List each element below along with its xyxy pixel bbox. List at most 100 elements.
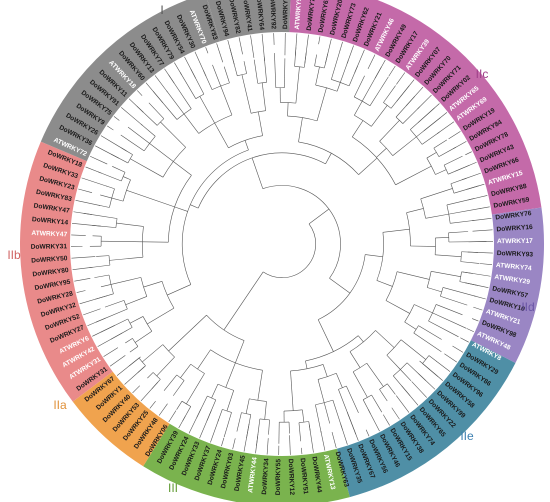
branch	[94, 274, 110, 278]
branch	[142, 344, 163, 363]
branch	[225, 362, 236, 388]
branch	[294, 66, 305, 68]
branch	[104, 300, 125, 308]
branch	[376, 148, 387, 158]
branch	[353, 75, 365, 98]
branch	[471, 217, 492, 221]
branch	[168, 410, 177, 423]
leaf-label: ATWRKY47	[31, 230, 67, 239]
branch	[287, 102, 289, 117]
branch	[156, 356, 175, 377]
branch	[404, 321, 417, 330]
branch	[340, 59, 349, 83]
branch	[76, 290, 86, 293]
branch	[392, 136, 417, 156]
branch	[235, 340, 245, 363]
branch	[166, 90, 185, 115]
branch	[376, 232, 384, 281]
branch	[262, 223, 316, 278]
branch	[365, 429, 370, 437]
branch	[479, 206, 490, 209]
branch	[352, 362, 367, 373]
branch	[182, 406, 192, 422]
branch	[385, 300, 410, 314]
branch	[386, 339, 402, 356]
branch	[110, 153, 129, 164]
branch	[83, 308, 101, 316]
leaf-label: DoWRKY73	[306, 0, 318, 31]
branch	[210, 349, 263, 371]
branch	[262, 185, 341, 279]
branch	[446, 204, 451, 224]
branch	[318, 36, 321, 45]
branch	[168, 314, 207, 352]
branch	[113, 116, 120, 121]
branch	[149, 401, 156, 409]
branch	[331, 79, 350, 87]
leaf-label: DoWRKY80	[32, 267, 69, 278]
branch	[371, 394, 383, 413]
branch	[203, 70, 213, 90]
branch	[143, 136, 156, 152]
leaf-label: DoWRKY31	[31, 243, 68, 250]
branch	[400, 339, 426, 360]
branch	[158, 403, 168, 416]
branch	[461, 271, 473, 274]
branch	[390, 85, 410, 109]
branch	[436, 360, 451, 372]
branch	[298, 422, 302, 442]
branch	[101, 240, 143, 243]
branch	[221, 437, 225, 447]
branch	[395, 165, 432, 186]
branch	[443, 155, 463, 166]
branch	[440, 287, 444, 297]
branch	[433, 139, 448, 149]
branch	[404, 304, 415, 323]
branch	[387, 383, 396, 395]
branch	[315, 66, 320, 86]
clade-sector-I	[207, 0, 291, 42]
branch	[123, 176, 131, 180]
branch	[421, 131, 440, 145]
leaf-label: DoWRKY12	[287, 459, 295, 496]
branch	[402, 106, 420, 124]
branch	[329, 278, 351, 294]
branch	[138, 357, 146, 366]
branch	[100, 318, 128, 333]
branch	[336, 82, 341, 92]
branch	[361, 66, 382, 102]
branch	[89, 155, 108, 165]
branch	[473, 306, 483, 311]
branch	[450, 220, 475, 224]
branch	[98, 204, 110, 208]
branch	[96, 255, 110, 257]
branch	[331, 432, 337, 448]
branch	[196, 395, 208, 418]
branch	[308, 421, 311, 431]
branch	[241, 74, 252, 114]
branch	[422, 363, 439, 377]
branch	[460, 261, 480, 264]
branch	[428, 355, 437, 362]
branch	[413, 332, 442, 352]
branch	[222, 409, 232, 413]
branch	[71, 234, 86, 236]
branch	[448, 208, 481, 215]
branch	[420, 198, 426, 219]
branch	[426, 152, 437, 159]
branch	[301, 447, 303, 455]
branch	[151, 379, 161, 390]
branch	[160, 121, 186, 148]
branch	[253, 59, 259, 84]
branch	[211, 82, 230, 90]
branch	[452, 345, 464, 353]
branch	[383, 414, 390, 426]
branch	[174, 206, 188, 212]
branch	[217, 409, 223, 422]
branch	[109, 256, 143, 261]
leaf-label: DoWRKY34	[261, 458, 271, 495]
branch	[245, 398, 250, 414]
clade-sector-IIc	[289, 0, 542, 215]
leaf-label: DoWRKY14	[32, 216, 69, 227]
